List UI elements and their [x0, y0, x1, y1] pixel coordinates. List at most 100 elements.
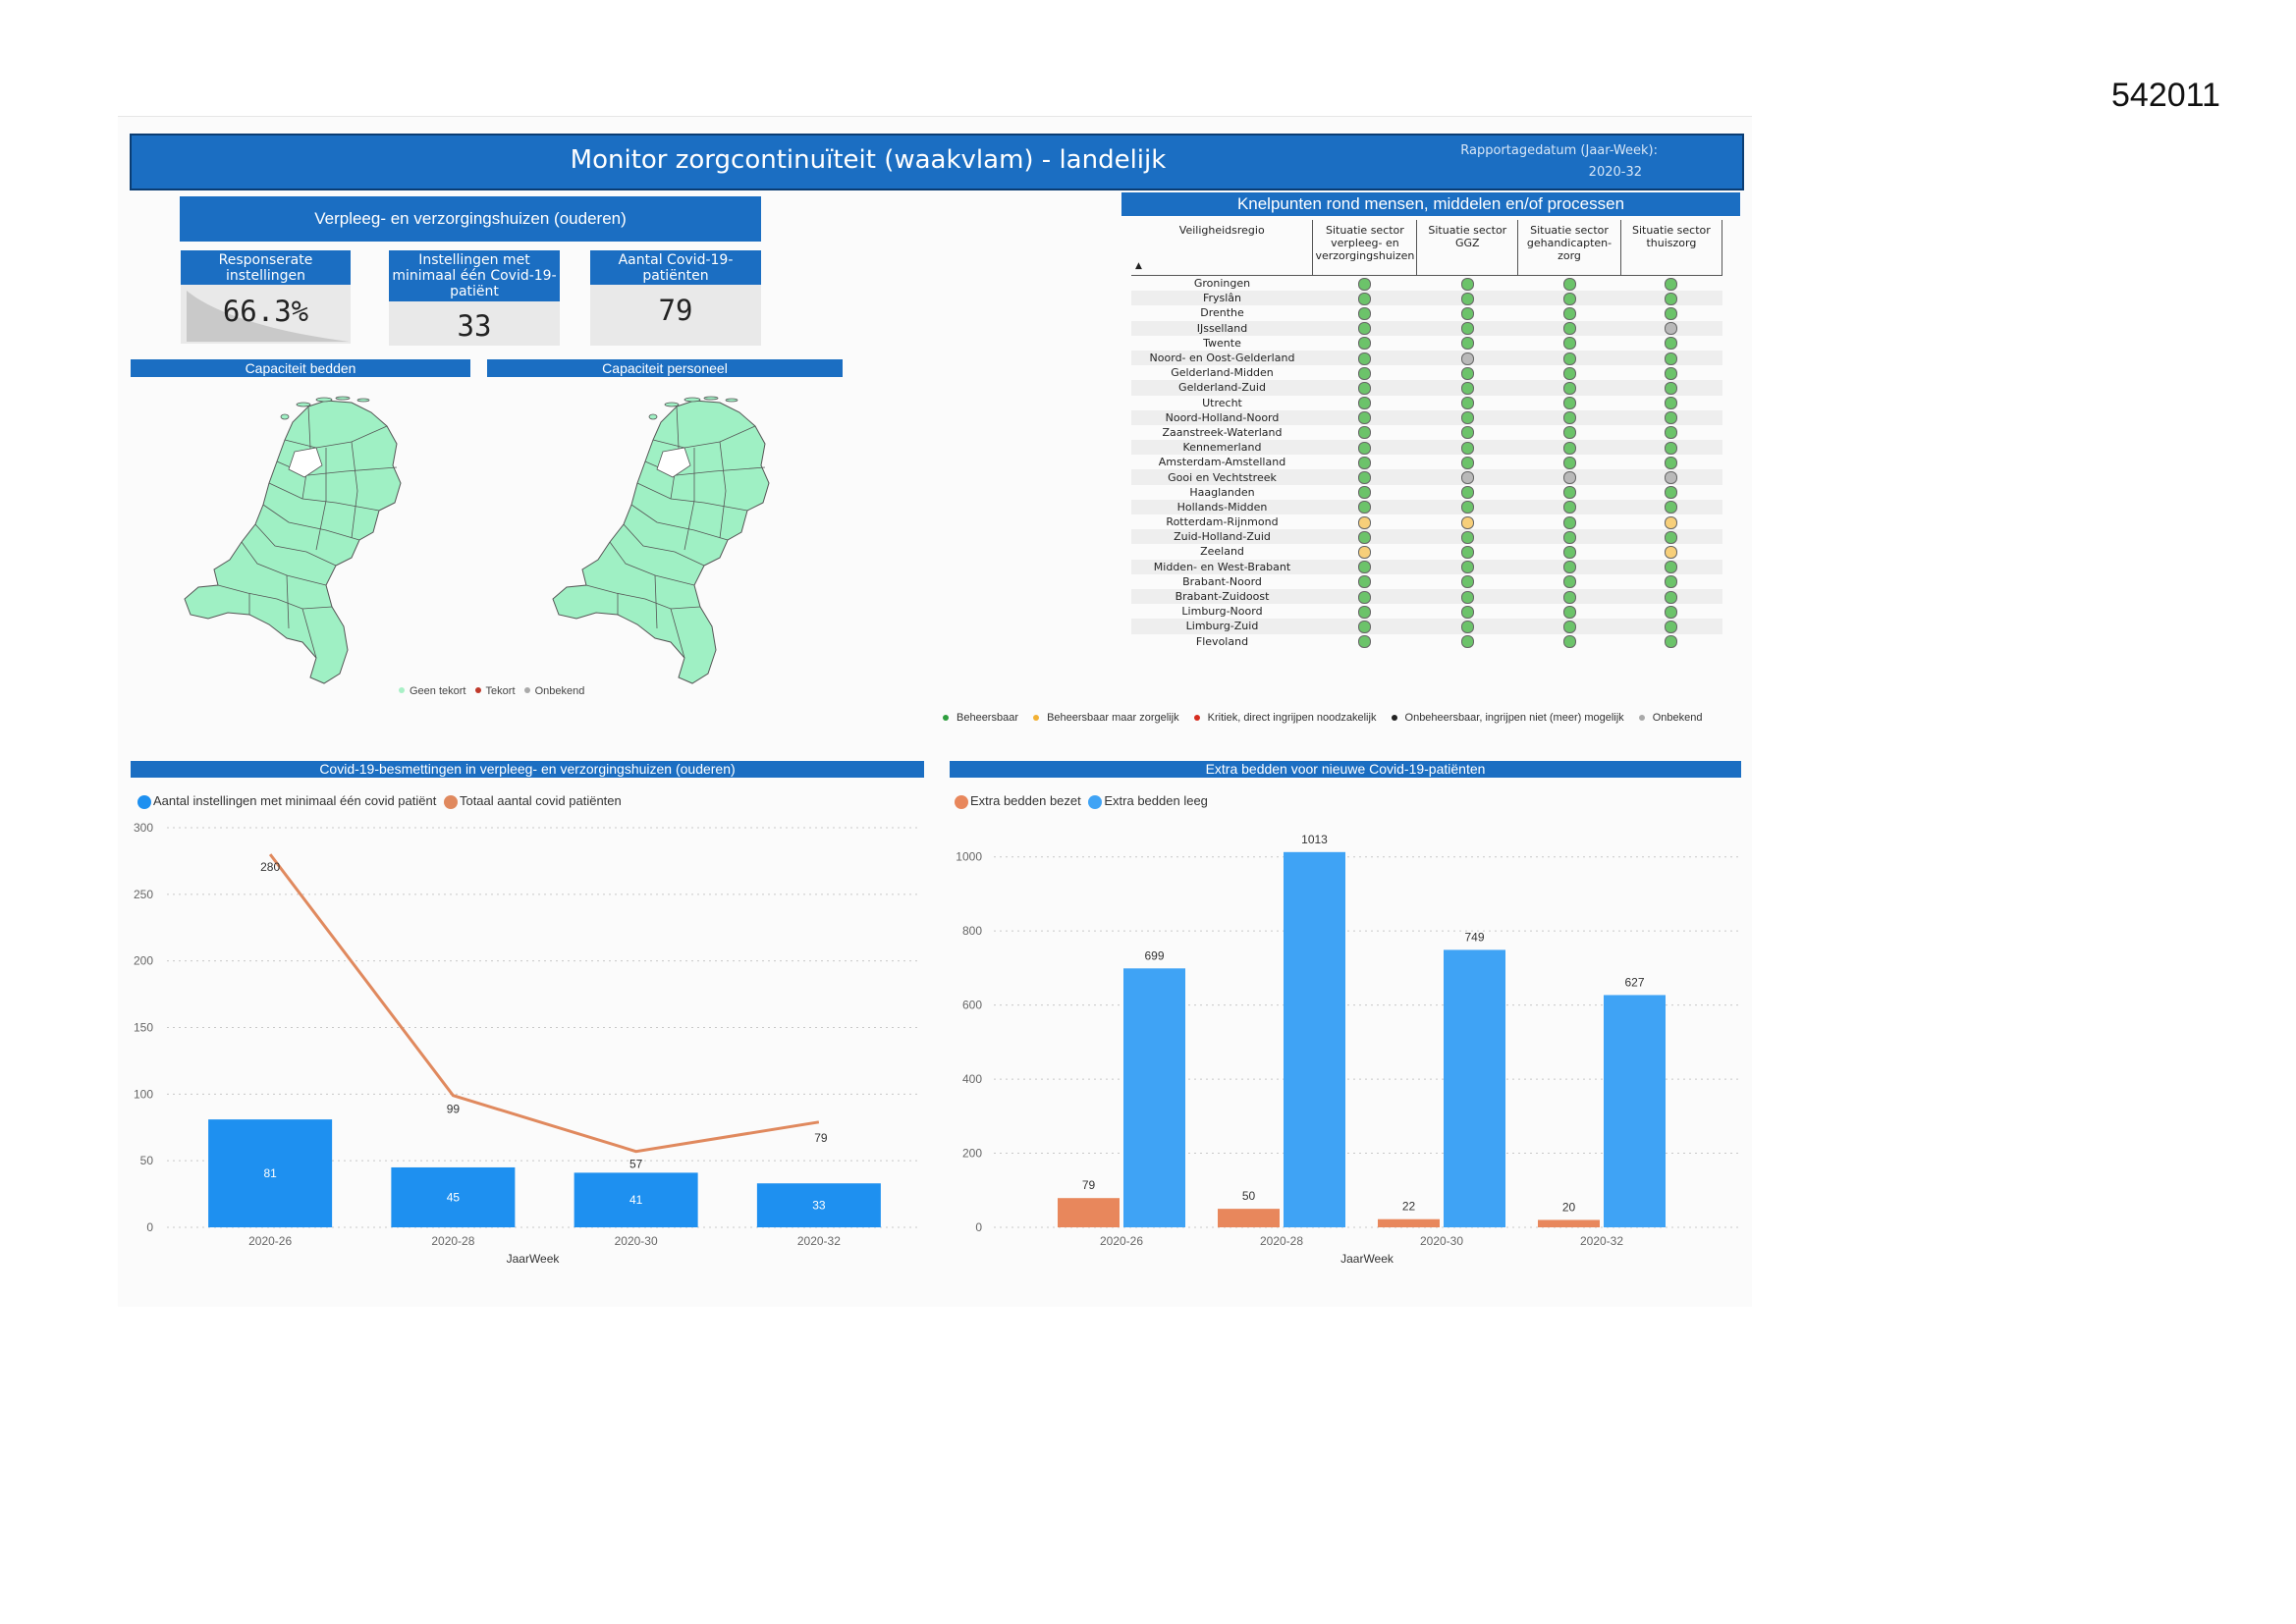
table-row[interactable]: Groningen — [1131, 276, 1722, 292]
status-dot-icon[interactable] — [1460, 456, 1474, 469]
status-dot-icon[interactable] — [1665, 381, 1678, 395]
status-dot-icon[interactable] — [1562, 366, 1576, 380]
status-dot-icon[interactable] — [1665, 561, 1678, 574]
staff-capacity-map[interactable] — [547, 393, 793, 687]
status-dot-icon[interactable] — [1562, 456, 1576, 469]
table-row[interactable]: Haaglanden — [1131, 485, 1722, 500]
table-row[interactable]: Zeeland — [1131, 544, 1722, 559]
table-row[interactable]: Amsterdam-Amstelland — [1131, 455, 1722, 469]
status-dot-icon[interactable] — [1562, 397, 1576, 410]
table-row[interactable]: Hollands-Midden — [1131, 499, 1722, 514]
status-dot-icon[interactable] — [1460, 530, 1474, 544]
status-dot-icon[interactable] — [1358, 397, 1372, 410]
status-dot-icon[interactable] — [1665, 471, 1678, 485]
status-dot-icon[interactable] — [1460, 590, 1474, 604]
status-dot-icon[interactable] — [1358, 530, 1372, 544]
status-dot-icon[interactable] — [1562, 620, 1576, 633]
table-row[interactable]: Kennemerland — [1131, 440, 1722, 456]
status-dot-icon[interactable] — [1665, 426, 1678, 440]
status-dot-icon[interactable] — [1665, 515, 1678, 529]
legend-item-facilities[interactable]: Aantal instellingen met minimaal één cov… — [137, 793, 436, 809]
status-dot-icon[interactable] — [1665, 366, 1678, 380]
status-dot-icon[interactable] — [1562, 605, 1576, 619]
status-dot-icon[interactable] — [1562, 411, 1576, 425]
status-dot-icon[interactable] — [1562, 515, 1576, 529]
status-dot-icon[interactable] — [1358, 456, 1372, 469]
status-dot-icon[interactable] — [1358, 561, 1372, 574]
status-dot-icon[interactable] — [1665, 486, 1678, 500]
table-row[interactable]: Limburg-Noord — [1131, 604, 1722, 619]
status-dot-icon[interactable] — [1460, 515, 1474, 529]
status-dot-icon[interactable] — [1358, 590, 1372, 604]
status-dot-icon[interactable] — [1358, 605, 1372, 619]
status-dot-icon[interactable] — [1562, 426, 1576, 440]
status-dot-icon[interactable] — [1665, 441, 1678, 455]
table-row[interactable]: Noord- en Oost-Gelderland — [1131, 350, 1722, 366]
status-dot-icon[interactable] — [1562, 545, 1576, 559]
status-dot-icon[interactable] — [1562, 486, 1576, 500]
status-dot-icon[interactable] — [1358, 441, 1372, 455]
status-dot-icon[interactable] — [1460, 292, 1474, 305]
status-dot-icon[interactable] — [1358, 486, 1372, 500]
status-dot-icon[interactable] — [1665, 575, 1678, 589]
table-row[interactable]: Zuid-Holland-Zuid — [1131, 529, 1722, 545]
column-header-vvt[interactable]: Situatie sector verpleeg- en verzorgings… — [1312, 220, 1418, 276]
status-dot-icon[interactable] — [1665, 456, 1678, 469]
status-dot-icon[interactable] — [1562, 530, 1576, 544]
status-dot-icon[interactable] — [1358, 426, 1372, 440]
column-header-thuiszorg[interactable]: Situatie sector thuiszorg — [1620, 220, 1723, 276]
legend-item-occupied[interactable]: Extra bedden bezet — [955, 793, 1081, 809]
status-dot-icon[interactable] — [1665, 411, 1678, 425]
status-dot-icon[interactable] — [1665, 605, 1678, 619]
status-dot-icon[interactable] — [1562, 352, 1576, 365]
table-row[interactable]: Rotterdam-Rijnmond — [1131, 514, 1722, 529]
table-row[interactable]: Midden- en West-Brabant — [1131, 559, 1722, 574]
status-dot-icon[interactable] — [1358, 575, 1372, 589]
status-dot-icon[interactable] — [1562, 306, 1576, 320]
sort-ascending-icon[interactable]: ▲ — [1135, 261, 1142, 271]
table-row[interactable]: Gelderland-Midden — [1131, 365, 1722, 380]
status-dot-icon[interactable] — [1562, 635, 1576, 649]
status-dot-icon[interactable] — [1665, 545, 1678, 559]
table-row[interactable]: Zaanstreek-Waterland — [1131, 425, 1722, 440]
status-dot-icon[interactable] — [1460, 486, 1474, 500]
status-dot-icon[interactable] — [1358, 471, 1372, 485]
status-dot-icon[interactable] — [1665, 620, 1678, 633]
status-dot-icon[interactable] — [1460, 426, 1474, 440]
table-row[interactable]: Noord-Holland-Noord — [1131, 409, 1722, 425]
status-dot-icon[interactable] — [1665, 501, 1678, 514]
status-dot-icon[interactable] — [1665, 397, 1678, 410]
status-dot-icon[interactable] — [1562, 322, 1576, 336]
status-dot-icon[interactable] — [1358, 501, 1372, 514]
status-dot-icon[interactable] — [1358, 620, 1372, 633]
table-row[interactable]: Limburg-Zuid — [1131, 619, 1722, 634]
status-dot-icon[interactable] — [1460, 575, 1474, 589]
status-dot-icon[interactable] — [1562, 471, 1576, 485]
status-dot-icon[interactable] — [1562, 575, 1576, 589]
status-dot-icon[interactable] — [1358, 515, 1372, 529]
table-row[interactable]: Gooi en Vechtstreek — [1131, 469, 1722, 485]
status-dot-icon[interactable] — [1358, 366, 1372, 380]
status-dot-icon[interactable] — [1665, 277, 1678, 291]
status-dot-icon[interactable] — [1358, 352, 1372, 365]
status-dot-icon[interactable] — [1460, 411, 1474, 425]
status-dot-icon[interactable] — [1460, 366, 1474, 380]
table-row[interactable]: Brabant-Zuidoost — [1131, 588, 1722, 605]
status-dot-icon[interactable] — [1665, 306, 1678, 320]
status-dot-icon[interactable] — [1665, 322, 1678, 336]
status-dot-icon[interactable] — [1460, 277, 1474, 291]
status-dot-icon[interactable] — [1460, 471, 1474, 485]
status-dot-icon[interactable] — [1358, 306, 1372, 320]
status-dot-icon[interactable] — [1562, 590, 1576, 604]
status-dot-icon[interactable] — [1358, 337, 1372, 351]
column-header-gehandicaptenzorg[interactable]: Situatie sector gehandicapten-zorg — [1517, 220, 1621, 276]
status-dot-icon[interactable] — [1665, 337, 1678, 351]
status-dot-icon[interactable] — [1460, 441, 1474, 455]
status-dot-icon[interactable] — [1460, 561, 1474, 574]
column-header-region[interactable]: Veiligheidsregio ▲ — [1131, 220, 1314, 276]
table-row[interactable]: Drenthe — [1131, 305, 1722, 320]
status-dot-icon[interactable] — [1460, 605, 1474, 619]
status-dot-icon[interactable] — [1358, 381, 1372, 395]
netherlands-outline[interactable] — [552, 400, 770, 684]
table-row[interactable]: Utrecht — [1131, 396, 1722, 410]
